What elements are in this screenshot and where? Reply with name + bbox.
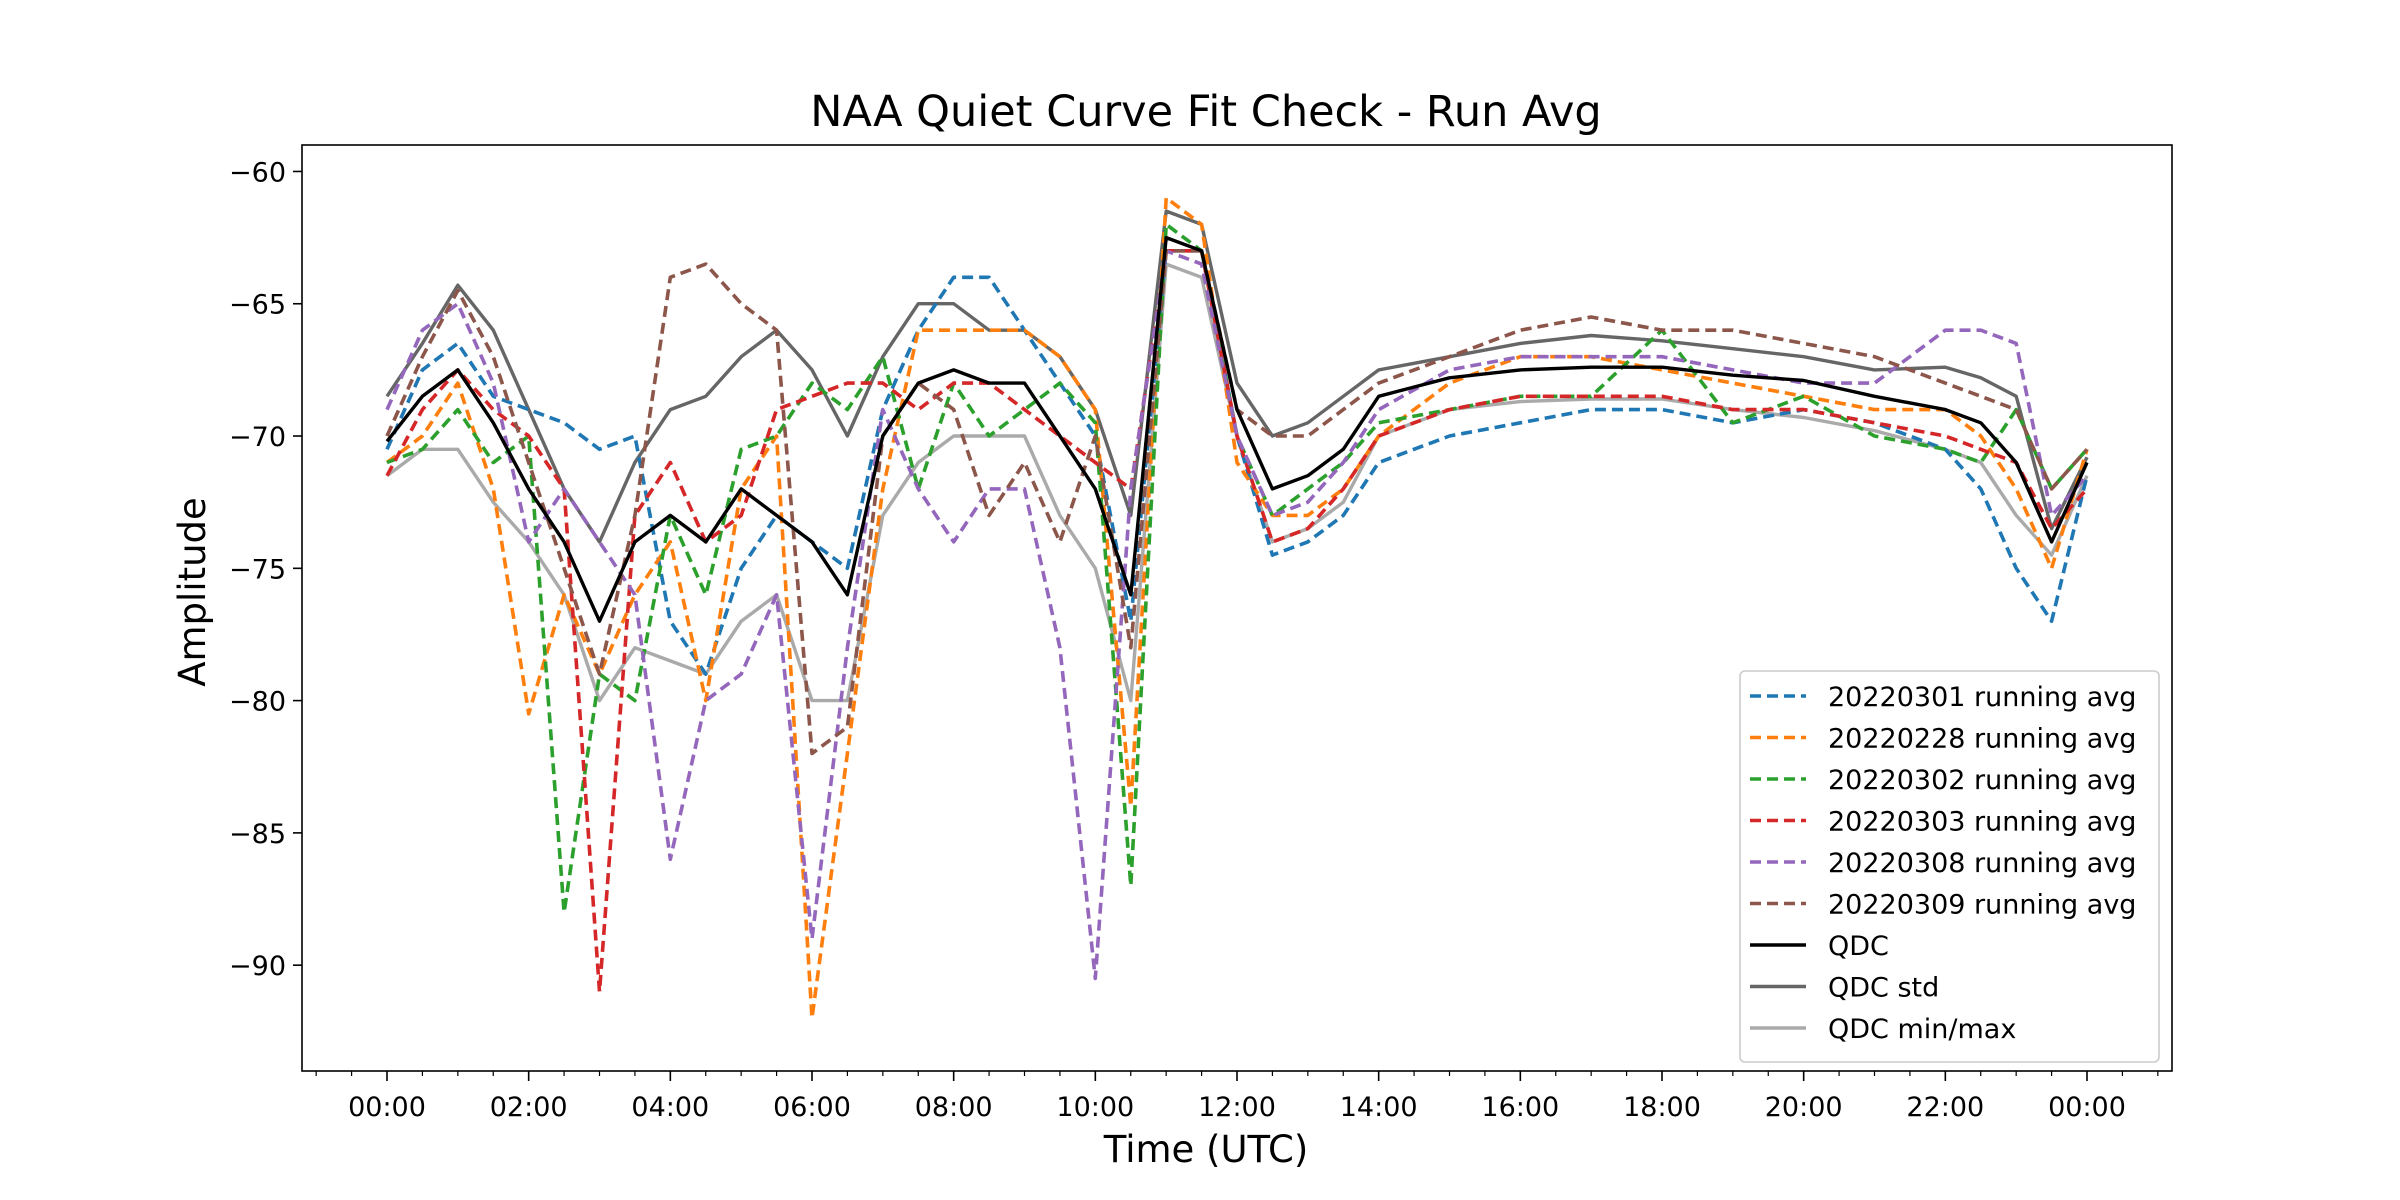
legend-label: 20220301 running avg — [1828, 682, 2136, 713]
y-tick-label: −65 — [229, 290, 286, 321]
y-tick-label: −60 — [229, 157, 286, 188]
legend-label: QDC — [1828, 931, 1889, 962]
x-tick-label: 14:00 — [1340, 1092, 1418, 1123]
legend: 20220301 running avg 20220228 running avg… — [1739, 670, 2160, 1063]
axes-layer: −90 −85 −80 −75 −70 −65 −60 00:00 02:00 04:00 06:0… — [229, 144, 2173, 1123]
legend-label: 20220302 running avg — [1828, 765, 2136, 796]
series-line-1 — [385, 196, 2089, 1020]
x-tick-label: 20:00 — [1765, 1092, 1843, 1123]
x-tick-label: 00:00 — [2048, 1092, 2126, 1123]
series-line-6 — [385, 235, 2089, 623]
legend-label: 20220308 running avg — [1828, 848, 2136, 879]
legend-box — [1739, 670, 2160, 1063]
y-tick-label: −90 — [229, 951, 286, 982]
series-line-3 — [385, 249, 2089, 994]
y-tick-label: −85 — [229, 819, 286, 850]
plot-layer — [385, 196, 2089, 1020]
x-tick-label: 10:00 — [1056, 1092, 1134, 1123]
x-axis-label: Time (UTC) — [1103, 1128, 1309, 1171]
x-tick-label: 04:00 — [631, 1092, 709, 1123]
y-tick-label: −80 — [229, 687, 286, 718]
x-tick-label: 06:00 — [773, 1092, 851, 1123]
series-line-2 — [386, 222, 2089, 915]
legend-label: 20220228 running avg — [1828, 724, 2136, 755]
series-line-7 — [385, 209, 2089, 544]
y-tick-label: −75 — [229, 554, 286, 585]
x-tick-label: 12:00 — [1198, 1092, 1276, 1123]
x-tick-label: 22:00 — [1906, 1092, 1984, 1123]
series-line-4 — [385, 249, 2089, 981]
legend-label: 20220309 running avg — [1828, 890, 2136, 921]
y-axis-label: Amplitude — [171, 497, 214, 687]
chart-title: NAA Quiet Curve Fit Check - Run Avg — [810, 87, 1601, 137]
legend-label: QDC std — [1828, 973, 1939, 1004]
x-tick-label: 18:00 — [1623, 1092, 1701, 1123]
series-line-0 — [385, 249, 2089, 676]
legend-label: QDC min/max — [1828, 1014, 2016, 1045]
y-tick-label: −70 — [229, 422, 286, 453]
x-tick-label: 00:00 — [348, 1092, 426, 1123]
x-tick-label: 02:00 — [490, 1092, 568, 1123]
x-tick-label: 08:00 — [915, 1092, 993, 1123]
legend-label: 20220303 running avg — [1828, 807, 2136, 838]
series-line-8 — [385, 262, 2089, 703]
x-tick-label: 16:00 — [1481, 1092, 1559, 1123]
